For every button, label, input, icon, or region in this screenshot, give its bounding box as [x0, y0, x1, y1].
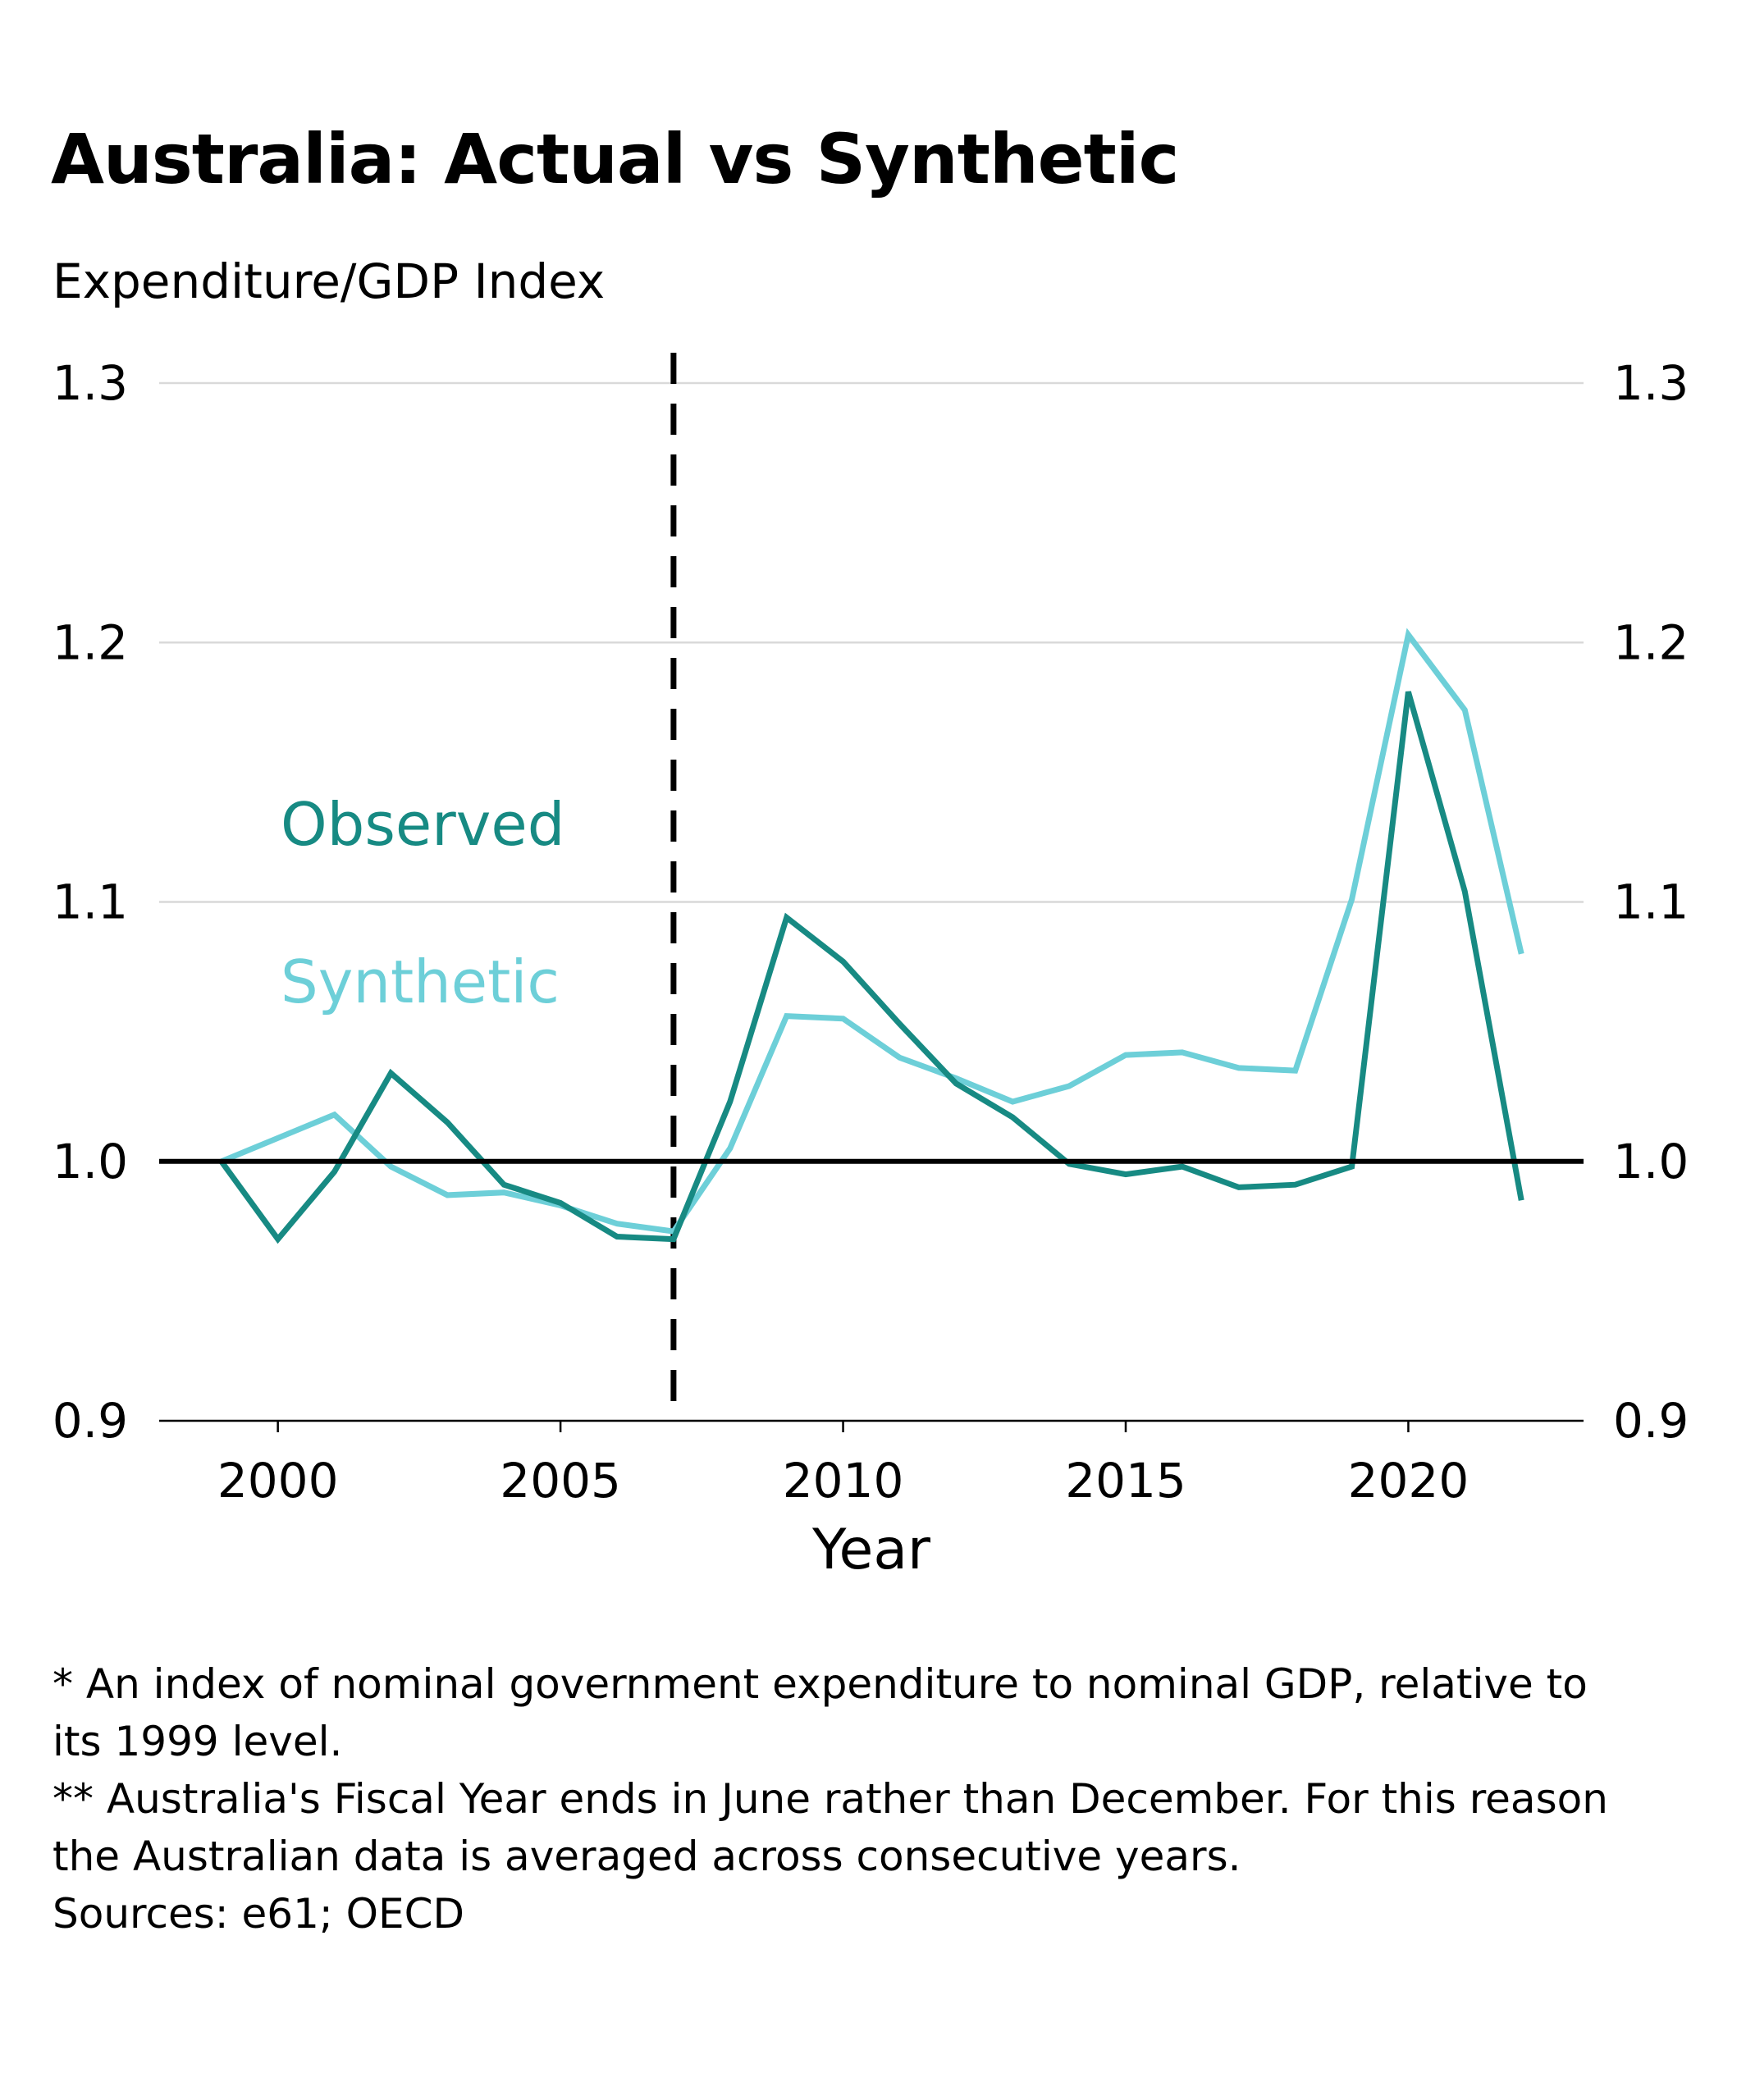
x-tick-label: 2010 — [783, 1453, 904, 1509]
y-tick-label: 1.3 — [53, 355, 128, 411]
y-tick-label: 0.9 — [1613, 1393, 1689, 1449]
y-tick-label: 1.3 — [1613, 355, 1689, 411]
x-axis: 2000 2005 2010 2015 2020 — [217, 1421, 1469, 1509]
x-tick-label: 2000 — [217, 1453, 339, 1509]
chart-title: Australia: Actual vs Synthetic — [51, 119, 1179, 199]
y-tick-label: 1.2 — [53, 614, 128, 670]
chart-subtitle: Expenditure/GDP Index — [53, 253, 606, 309]
y-tick-label: 1.0 — [1613, 1134, 1689, 1189]
x-tick-label: 2005 — [500, 1453, 621, 1509]
series-label-synthetic: Synthetic — [281, 947, 560, 1016]
y-tick-label: 1.1 — [53, 874, 128, 930]
x-tick-label: 2020 — [1348, 1453, 1469, 1509]
series-label-observed: Observed — [281, 790, 564, 859]
y-axis-left: 0.9 1.0 1.1 1.2 1.3 — [53, 355, 128, 1449]
y-tick-label: 0.9 — [53, 1393, 128, 1449]
series-labels: Observed Synthetic — [281, 790, 564, 1016]
x-axis-title: Year — [811, 1518, 930, 1582]
y-tick-label: 1.0 — [53, 1134, 128, 1189]
series-lines — [218, 628, 1524, 1244]
y-tick-label: 1.1 — [1613, 874, 1689, 930]
footnotes: * An index of nominal government expendi… — [53, 1655, 1611, 1942]
x-tick-label: 2015 — [1065, 1453, 1186, 1509]
footnote-index: * An index of nominal government expendi… — [53, 1660, 1588, 1765]
series-line-synthetic — [220, 628, 1524, 1235]
footnote-fiscal-year: ** Australia's Fiscal Year ends in June … — [53, 1775, 1608, 1880]
y-tick-label: 1.2 — [1613, 614, 1689, 670]
line-chart: 0.9 1.0 1.1 1.2 1.3 0.9 1.0 1.1 1.2 1.3 2000 2005… — [53, 353, 1689, 1582]
footnote-sources: Sources: e61; OECD — [53, 1890, 465, 1938]
y-axis-right: 0.9 1.0 1.1 1.2 1.3 — [1613, 355, 1689, 1449]
gridlines — [159, 381, 1584, 903]
series-line-observed — [218, 691, 1524, 1244]
